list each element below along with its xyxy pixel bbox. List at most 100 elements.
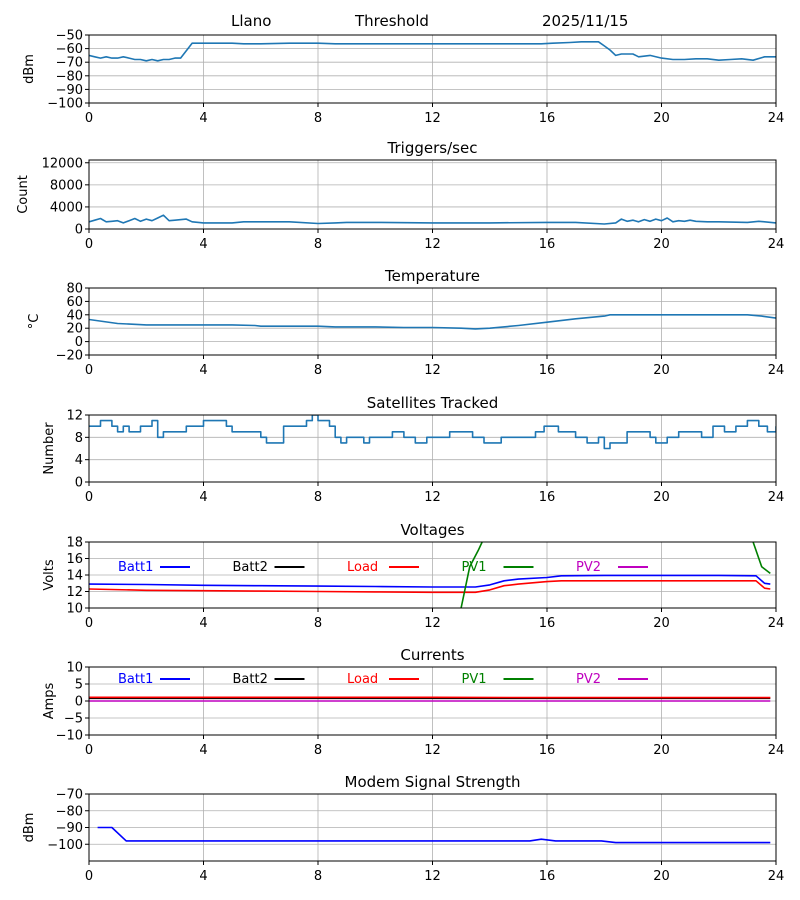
panel-3: 0 4 8 12 16 20 24 0 4 8 12 Satellites Tracked Number [42, 394, 784, 505]
x-tick-label: 12 [424, 111, 441, 126]
legend-label-batt2: Batt2 [233, 672, 268, 687]
x-tick-label: 16 [539, 616, 556, 631]
y-tick-label: 80 [66, 282, 83, 297]
panel-title: Voltages [400, 521, 464, 539]
panel-title: Modem Signal Strength [345, 773, 521, 791]
y-tick-label: 5 [75, 678, 83, 693]
legend-label-pv2: PV2 [576, 672, 601, 687]
y-tick-label: −5 [64, 712, 83, 727]
y-tick-label: −90 [56, 83, 83, 98]
panel-title: Currents [400, 646, 464, 664]
x-tick-label: 4 [199, 616, 207, 631]
x-tick-label: 20 [653, 111, 670, 126]
x-tick-label: 16 [539, 490, 556, 505]
y-tick-label: 0 [75, 223, 83, 238]
series-line-threshold [89, 40, 776, 62]
x-tick-label: 8 [314, 743, 322, 758]
x-tick-label: 8 [314, 869, 322, 884]
y-tick-label: −80 [56, 69, 83, 84]
y-tick-label: −100 [47, 97, 83, 112]
x-tick-label: 8 [314, 237, 322, 252]
x-tick-label: 8 [314, 363, 322, 378]
panel-title: Triggers/sec [387, 139, 478, 157]
y-tick-label: 0 [75, 695, 83, 710]
x-tick-label: 12 [424, 869, 441, 884]
x-tick-label: 4 [199, 363, 207, 378]
x-tick-label: 24 [768, 869, 785, 884]
panel-1: 0 4 8 12 16 20 24 0 4000 8000 12000 Triggers/sec Cou… [16, 139, 784, 252]
x-tick-label: 0 [85, 111, 93, 126]
x-tick-label: 24 [768, 363, 785, 378]
y-tick-label: 12 [66, 585, 83, 600]
y-tick-label: 20 [66, 322, 83, 337]
x-tick-label: 24 [768, 743, 785, 758]
x-tick-label: 4 [199, 743, 207, 758]
legend-label-load: Load [347, 560, 378, 575]
panel-5: 0 4 8 12 16 20 24 −10 −5 0 5 10 Currents Amps Batt1 Bat… [42, 646, 784, 758]
x-tick-label: 20 [653, 490, 670, 505]
y-tick-label: 16 [66, 552, 83, 567]
y-axis-label: dBm [22, 54, 37, 84]
x-tick-label: 8 [314, 490, 322, 505]
panel-title: Satellites Tracked [367, 394, 498, 412]
x-tick-label: 4 [199, 869, 207, 884]
x-tick-label: 8 [314, 111, 322, 126]
x-tick-label: 24 [768, 237, 785, 252]
y-tick-label: 10 [66, 602, 83, 617]
y-tick-label: −100 [47, 838, 83, 853]
y-tick-label: 4 [75, 453, 83, 468]
y-tick-label: 10 [66, 661, 83, 676]
series-line-triggers [89, 214, 776, 225]
y-tick-label: −60 [56, 42, 83, 57]
x-tick-label: 20 [653, 363, 670, 378]
y-tick-label: 0 [75, 335, 83, 350]
x-tick-label: 4 [199, 111, 207, 126]
y-axis-label: Volts [42, 559, 57, 591]
x-tick-label: 12 [424, 237, 441, 252]
y-axis-label: Count [16, 175, 31, 214]
panel-6: 0 4 8 12 16 20 24 −70−80 −90 −100 Modem Signal Str… [22, 773, 784, 884]
x-tick-label: 0 [85, 490, 93, 505]
x-tick-label: 12 [424, 743, 441, 758]
x-tick-label: 0 [85, 237, 93, 252]
legend-label-pv2: PV2 [576, 560, 601, 575]
y-tick-label: −70 [56, 788, 83, 803]
header-mode: Threshold [355, 12, 429, 30]
x-tick-label: 24 [768, 490, 785, 505]
y-tick-label: 12000 [42, 156, 83, 171]
y-axis-label: °C [27, 314, 42, 330]
y-axis-label: Amps [42, 682, 57, 719]
x-tick-label: 0 [85, 869, 93, 884]
x-tick-label: 24 [768, 111, 785, 126]
y-tick-label: 12 [66, 409, 83, 424]
x-tick-label: 12 [424, 490, 441, 505]
legend-label-pv1: PV1 [462, 560, 487, 575]
header-date: 2025/11/15 [542, 12, 629, 30]
x-tick-label: 16 [539, 869, 556, 884]
x-tick-label: 8 [314, 616, 322, 631]
series-line-temperature [89, 313, 776, 330]
series-line-batt1 [89, 574, 771, 588]
y-tick-label: 8 [75, 431, 83, 446]
y-tick-label: 0 [75, 476, 83, 491]
x-tick-label: 20 [653, 237, 670, 252]
y-tick-label: 4000 [50, 200, 83, 215]
series-line-pv1 [460, 542, 771, 608]
x-tick-label: 16 [539, 111, 556, 126]
y-tick-label: −20 [56, 349, 83, 364]
y-tick-label: 18 [66, 536, 83, 551]
y-tick-label: 40 [66, 308, 83, 323]
legend-label-pv1: PV1 [462, 672, 487, 687]
x-tick-label: 16 [539, 363, 556, 378]
legend-label-batt1: Batt1 [118, 560, 153, 575]
x-tick-label: 12 [424, 616, 441, 631]
x-tick-label: 4 [199, 490, 207, 505]
y-tick-label: 60 [66, 295, 83, 310]
x-tick-label: 12 [424, 363, 441, 378]
panel-title: Temperature [384, 267, 480, 285]
x-tick-label: 20 [653, 869, 670, 884]
panel-0: 0 4 8 12 16 20 24 −50−60−70−80−90−100 dBm [22, 29, 784, 127]
